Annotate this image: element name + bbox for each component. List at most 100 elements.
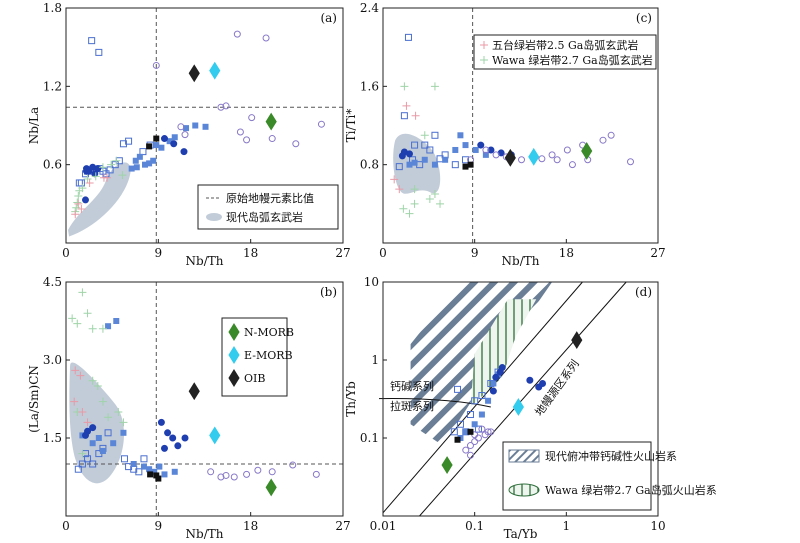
panel-label: (c) [636, 11, 652, 25]
x-tick-label: 18 [243, 246, 258, 260]
data-point [477, 141, 485, 149]
legend-box [473, 34, 657, 70]
data-point [177, 123, 185, 131]
data-point [130, 461, 137, 467]
data-point [95, 435, 102, 441]
diamond-marker-oib [504, 148, 516, 167]
data-point [139, 148, 147, 156]
legend-label: 原始地幔元素比值 [226, 191, 314, 205]
data-point [160, 444, 168, 452]
data-point [132, 157, 139, 164]
data-point [105, 323, 112, 330]
data-point [492, 373, 500, 381]
plot-frame [65, 7, 344, 244]
data-point [83, 175, 92, 184]
data-point [474, 425, 482, 433]
data-point [402, 101, 411, 110]
panel-label: (b) [320, 285, 337, 299]
data-point [462, 156, 469, 164]
data-point [202, 123, 209, 130]
data-point [471, 438, 479, 446]
data-point [405, 150, 413, 158]
data-point [431, 131, 439, 139]
data-point [262, 34, 270, 42]
data-point [411, 159, 418, 166]
data-point [607, 131, 615, 139]
panel-label: (a) [320, 11, 337, 25]
data-point [317, 120, 325, 128]
legend-label: 现代岛弧玄武岩 [226, 210, 303, 224]
modern-arc-basalt-field [69, 362, 125, 484]
data-point [471, 421, 478, 428]
data-point [88, 324, 97, 333]
data-point [155, 475, 162, 482]
data-point [539, 379, 547, 387]
data-point [110, 440, 117, 447]
x-tick-label: 1 [563, 519, 571, 533]
data-point [99, 173, 108, 182]
wawa-arc-field [470, 299, 537, 407]
data-point [113, 318, 120, 324]
data-point [487, 428, 495, 436]
data-point [462, 163, 469, 170]
x-tick-label: 0 [62, 246, 70, 260]
data-point [74, 199, 83, 208]
data-point [599, 136, 607, 144]
data-point [395, 185, 404, 194]
mantle-array-upper-line [382, 281, 583, 514]
data-point [161, 471, 168, 478]
data-point [74, 192, 83, 200]
legend-swatch [228, 323, 240, 341]
data-point [169, 434, 177, 442]
data-point [91, 170, 99, 178]
data-point [164, 429, 172, 437]
data-point [489, 387, 497, 395]
data-point [492, 151, 500, 159]
data-point [83, 418, 92, 427]
panel-label: (d) [635, 285, 652, 299]
data-point [474, 434, 482, 442]
data-point [454, 436, 461, 443]
data-point [462, 446, 470, 454]
legend-box [197, 184, 339, 230]
diamond-marker-oib [571, 331, 583, 350]
data-point [104, 429, 112, 437]
y-tick-label: 0.1 [360, 431, 379, 445]
data-point [75, 179, 83, 187]
data-point [406, 161, 413, 168]
modern-arc-basalt-field [68, 162, 131, 237]
data-point [89, 424, 97, 432]
data-point [312, 470, 320, 478]
legend-label: N-MORB [244, 326, 294, 339]
data-point [73, 319, 82, 328]
data-point [104, 413, 113, 422]
data-point [141, 161, 148, 168]
data-point [466, 411, 474, 419]
data-point [563, 146, 571, 154]
data-point [498, 364, 506, 372]
data-point [112, 156, 121, 165]
diamond-marker-e-morb [528, 147, 540, 166]
data-point [146, 143, 153, 150]
legend-swatch-wawa-field [508, 483, 540, 497]
data-point [98, 397, 107, 406]
data-point [93, 382, 102, 390]
series-annotation: 钙碱系列 [390, 379, 434, 393]
data-point [140, 455, 148, 463]
data-point [119, 418, 128, 427]
data-point [107, 160, 116, 169]
data-point [490, 380, 497, 387]
y-tick-label: 0.8 [360, 158, 379, 172]
data-point [88, 37, 96, 45]
data-point [120, 455, 128, 463]
data-point [230, 473, 238, 481]
data-point [390, 175, 399, 184]
data-point [452, 146, 459, 153]
x-axis-label: Nb/Th [186, 254, 224, 268]
data-point [207, 468, 215, 476]
data-point [484, 428, 492, 436]
diamond-marker-n-morb [265, 112, 277, 131]
legend-label: Wawa 绿岩带2.7 Ga岛弧火山岩系 [545, 483, 717, 497]
data-point [268, 468, 276, 476]
